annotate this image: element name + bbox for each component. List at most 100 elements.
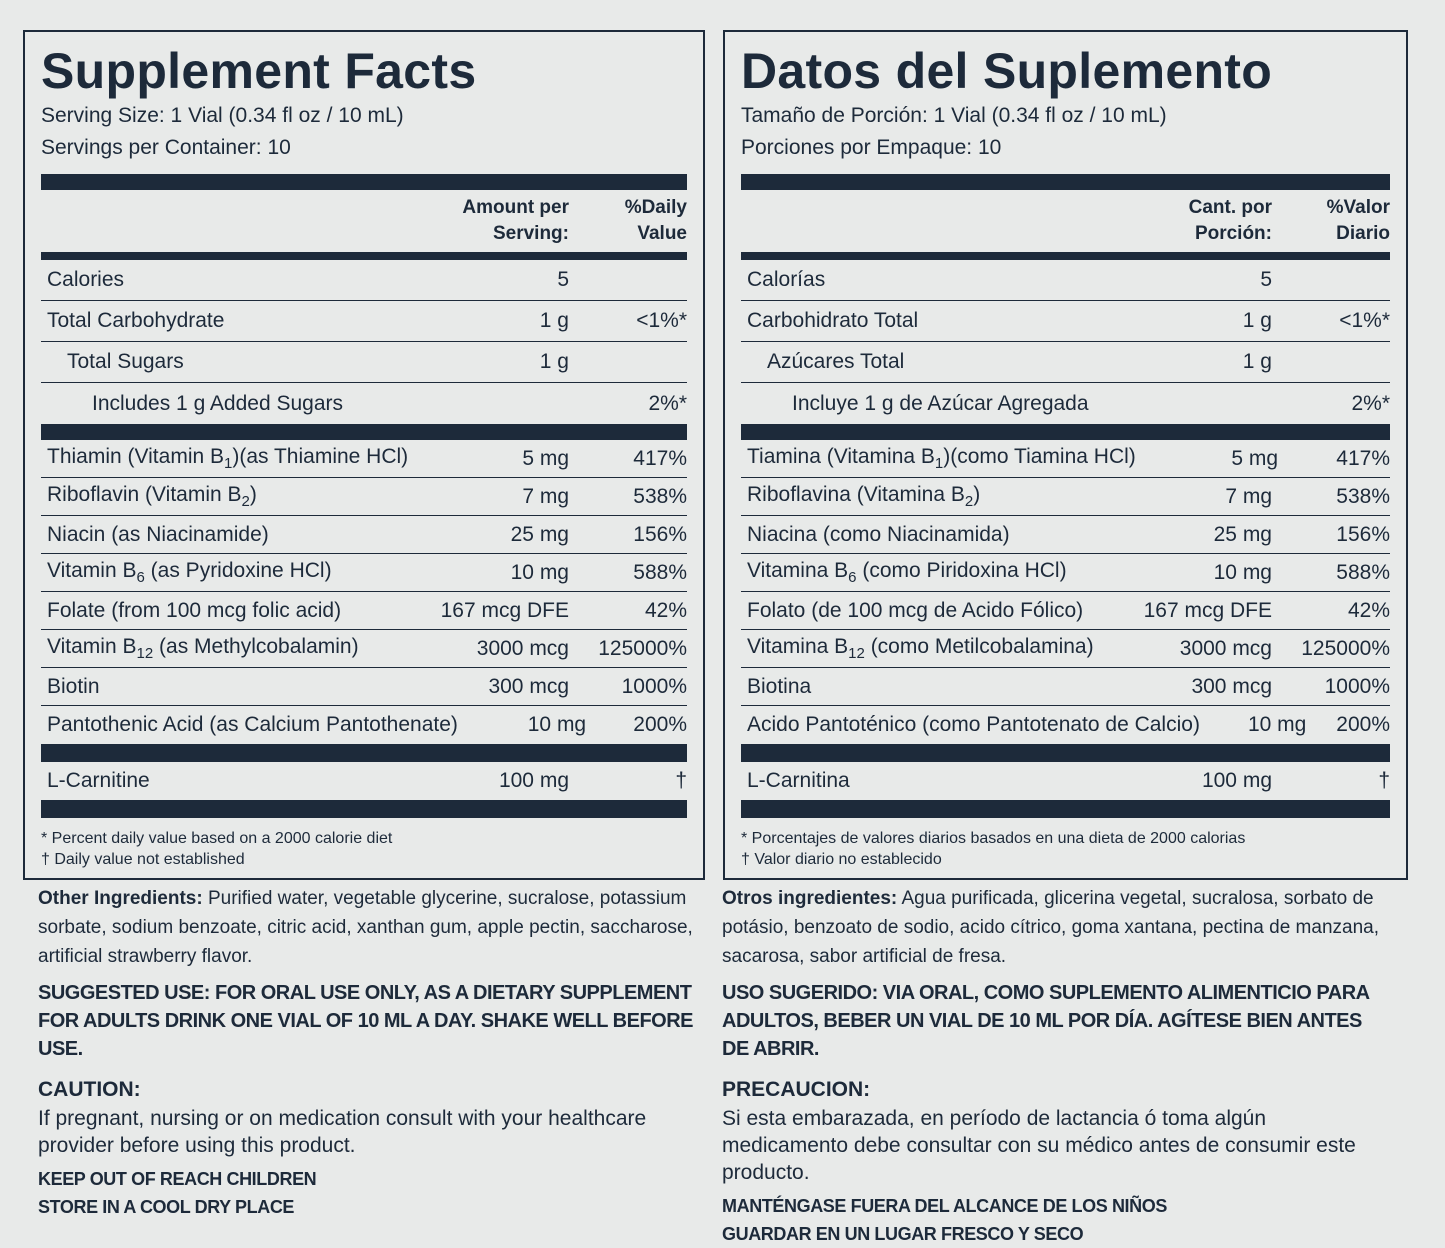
nutrient-name: Pantothenic Acid (as Calcium Pantothenat… <box>47 713 458 736</box>
nutrient-name: Total Carbohydrate <box>47 309 225 332</box>
name-part: Tiamina (Vitamina B <box>747 444 935 468</box>
fact-row: Folato (de 100 mcg de Acido Fólico) 167 m… <box>741 592 1390 630</box>
fact-row: Biotina 300 mcg 1000% <box>741 668 1390 706</box>
fact-row: Azúcares Total 1 g <box>741 342 1390 383</box>
facts-box: Datos del Suplemento Tamaño de Porción: 1… <box>723 30 1408 880</box>
fact-row: Incluye 1 g de Azúcar Agregada 2%* <box>741 383 1390 424</box>
nutrient-name: Includes 1 g Added Sugars <box>92 391 344 415</box>
name-part: Vitamin B <box>47 634 137 658</box>
amount-header: Cant. por Porción: <box>1122 195 1272 247</box>
daily-value: <1%* <box>636 309 687 332</box>
fact-row: Folate (from 100 mcg folic acid) 167 mcg … <box>41 592 687 630</box>
nutrient-name: Incluye 1 g de Azúcar Agregada <box>792 391 1089 415</box>
vitamins-section: Tiamina (Vitamina B1)(como Tiamina HCl) 5… <box>741 440 1390 744</box>
facts-title: Datos del Suplemento <box>741 43 1273 99</box>
amount: 10 mg <box>510 560 569 584</box>
name-part: (as Pyridoxine HCl) <box>144 558 332 582</box>
amount: 167 mcg DFE <box>440 598 569 622</box>
subscript: 1 <box>934 455 944 473</box>
name-part: Riboflavina (Vitamina B <box>747 482 965 506</box>
subscript: 6 <box>136 569 145 587</box>
fact-row: Tiamina (Vitamina B1)(como Tiamina HCl) 5… <box>741 440 1390 478</box>
daily-value: 417% <box>633 446 687 470</box>
amount: 1 g <box>1242 350 1272 373</box>
amount: 300 mcg <box>488 674 569 698</box>
daily-value: 42% <box>1347 598 1390 622</box>
fact-row: Pantothenic Acid (as Calcium Pantothenat… <box>41 706 687 744</box>
amount: 5 <box>557 268 569 291</box>
daily-value: 417% <box>1336 446 1390 470</box>
footnote: † Daily value not established <box>41 851 245 868</box>
nutrient-name: Azúcares Total <box>767 350 905 373</box>
nutrient-name: Niacina (como Niacinamida) <box>747 522 1010 546</box>
nutrient-name: Calorías <box>747 268 826 291</box>
subscript: 12 <box>136 645 154 663</box>
thick-bar <box>41 424 687 440</box>
nutrient-name: Riboflavina (Vitamina B2) <box>741 483 1122 510</box>
subscript: 12 <box>848 645 865 663</box>
nutrient-name: Vitamina B6 (como Piridoxina HCl) <box>741 559 1122 586</box>
caution-text: Si esta embarazada, en período de lactan… <box>722 1107 1356 1184</box>
dv-header-text: %Valor Diario <box>1326 197 1390 244</box>
daily-value: 1000% <box>621 674 687 698</box>
caution-heading: CAUTION: <box>38 1078 141 1101</box>
thick-bar <box>741 424 1390 440</box>
name-part: (como Piridoxina HCl) <box>856 558 1067 582</box>
column-header: Cant. por Porción: %Valor Diario <box>741 190 1390 252</box>
daily-value: † <box>1378 769 1390 792</box>
thick-bar <box>741 174 1390 190</box>
amount: 5 mg <box>1231 446 1279 470</box>
column-header: Amount per Serving: %Daily Value <box>41 190 687 252</box>
name-part: Thiamin (Vitamin B <box>47 444 225 468</box>
name-part: ) <box>973 482 981 506</box>
daily-value: 1000% <box>1324 674 1390 698</box>
fact-row: L-Carnitina 100 mg † <box>741 762 1390 800</box>
daily-value: 200% <box>633 713 687 736</box>
fact-row: Riboflavina (Vitamina B2) 7 mg 538% <box>741 478 1390 516</box>
nutrient-name: L-Carnitine <box>47 769 150 792</box>
nutrient-name: Niacin (as Niacinamide) <box>47 522 269 546</box>
daily-value: 156% <box>633 522 687 546</box>
fact-row: Vitamina B6 (como Piridoxina HCl) 10 mg 58… <box>741 554 1390 592</box>
name-part: Vitamina B <box>747 558 849 582</box>
amount: 100 mg <box>498 769 569 792</box>
dv-header-text: %Daily Value <box>624 197 687 244</box>
name-part: Vitamin B <box>47 558 137 582</box>
warning: STORE IN A COOL DRY PLACE <box>38 1197 295 1217</box>
nutrient-name: L-Carnitina <box>747 769 850 792</box>
fact-row: Biotin 300 mcg 1000% <box>41 668 687 706</box>
amount: 1 g <box>539 309 569 332</box>
nutrient-name: Calories <box>47 268 125 291</box>
name-part: )(como Tiamina HCl) <box>943 444 1136 468</box>
subscript: 1 <box>224 455 233 473</box>
footnotes: * Percent daily value based on a 2000 ca… <box>41 828 687 870</box>
amount-header-text: Amount per Serving: <box>462 197 569 244</box>
bottom-text: Otros ingredientes: Agua purificada, gli… <box>722 884 1382 1248</box>
servings: Porciones por Empaque: 10 <box>741 136 1002 159</box>
name-part: Riboflavin (Vitamin B <box>47 482 242 506</box>
nutrient-name: Biotina <box>747 674 812 698</box>
thick-bar <box>741 744 1390 762</box>
fact-row: L-Carnitine 100 mg † <box>41 762 687 800</box>
others-section: L-Carnitine 100 mg † <box>41 762 687 800</box>
amount-header: Amount per Serving: <box>419 195 569 247</box>
amount: 25 mg <box>1213 522 1272 546</box>
amount: 100 mg <box>1201 769 1272 792</box>
servings: Servings per Container: 10 <box>41 136 291 159</box>
subscript: 2 <box>964 493 974 511</box>
fact-row: Total Sugars 1 g <box>41 342 687 383</box>
daily-value: 538% <box>1336 484 1390 508</box>
amount-header-text: Cant. por Porción: <box>1188 197 1272 244</box>
amount: 7 mg <box>1225 484 1272 508</box>
ingredients-text: Purified water, vegetable glycerine, suc… <box>38 888 693 967</box>
footnotes: * Porcentajes de valores diarios basados… <box>741 828 1390 870</box>
name-part: )(as Thiamine HCl) <box>232 444 409 468</box>
fact-row: Total Carbohydrate 1 g <1%* <box>41 301 687 342</box>
name-part: ) <box>249 482 257 506</box>
daily-value: 156% <box>1336 522 1390 546</box>
nutrient-name: Tiamina (Vitamina B1)(como Tiamina HCl) <box>741 445 1136 472</box>
fact-row: Thiamin (Vitamin B1)(as Thiamine HCl) 5 m… <box>41 440 687 478</box>
facts-title: Supplement Facts <box>41 43 477 99</box>
fact-row: Calories 5 <box>41 260 687 301</box>
amount: 10 mg <box>527 713 587 736</box>
